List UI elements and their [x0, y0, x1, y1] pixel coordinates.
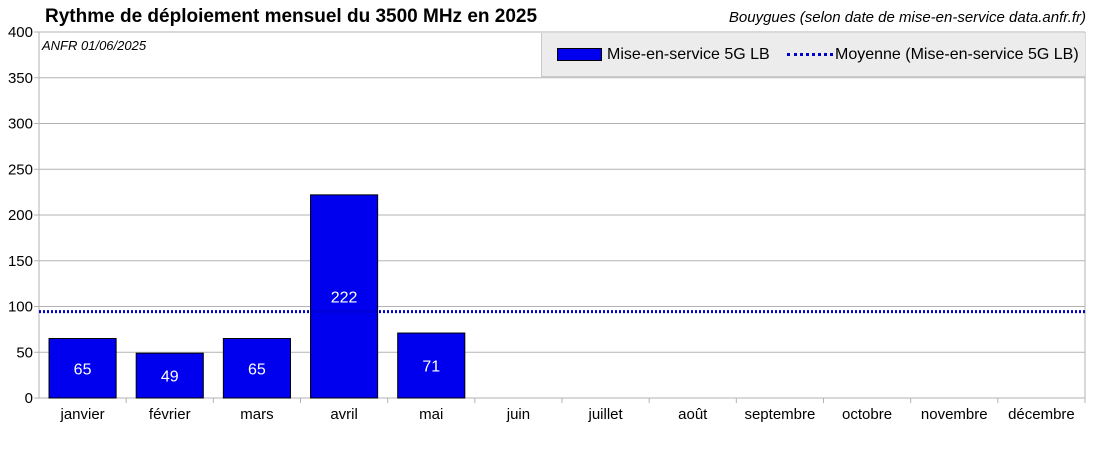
bar	[48, 338, 117, 399]
y-tick-label: 150	[8, 253, 33, 270]
x-tick-label: mars	[240, 406, 273, 423]
y-tick-label: 250	[8, 161, 33, 178]
x-tick-label: novembre	[921, 406, 988, 423]
legend-label-average: Moyenne (Mise-en-service 5G LB)	[835, 46, 1079, 63]
y-tick-label: 300	[8, 116, 33, 133]
chart-legend: Mise-en-service 5G LB Moyenne (Mise-en-s…	[541, 33, 1085, 77]
x-tick-label: juillet	[587, 406, 623, 423]
x-tick-label: septembre	[744, 406, 815, 423]
x-tick-label: octobre	[842, 406, 892, 423]
chart-title: Rythme de déploiement mensuel du 3500 MH…	[45, 6, 538, 27]
source-date-note: ANFR 01/06/2025	[42, 38, 147, 53]
x-tick-label: février	[149, 406, 191, 423]
legend-label-series: Mise-en-service 5G LB	[607, 46, 770, 63]
x-tick-label: août	[678, 406, 708, 423]
bar-value-label: 71	[422, 359, 440, 376]
bar	[135, 352, 204, 399]
y-tick-label: 350	[8, 70, 33, 87]
y-tick-label: 200	[8, 207, 33, 224]
bar-value-label: 49	[161, 369, 179, 386]
x-tick-label: décembre	[1008, 406, 1075, 423]
x-tick-label: mai	[419, 406, 443, 423]
legend-swatch-bar	[557, 48, 602, 61]
bar-value-label: 65	[74, 361, 92, 378]
chart-subtitle: Bouygues (selon date de mise-en-service …	[728, 9, 1086, 26]
legend-swatch-average-line	[787, 53, 833, 56]
bar-value-label: 222	[331, 289, 358, 306]
x-tick-label: avril	[330, 406, 358, 423]
y-tick-label: 50	[16, 344, 33, 361]
bar-value-label: 65	[248, 361, 266, 378]
x-tick-label: juin	[506, 406, 530, 423]
y-tick-label: 400	[8, 24, 33, 41]
bar	[397, 332, 466, 399]
x-tick-label: janvier	[59, 406, 104, 423]
y-tick-label: 100	[8, 299, 33, 316]
bar	[310, 194, 379, 399]
y-tick-label: 0	[25, 390, 33, 407]
bar	[222, 338, 291, 399]
